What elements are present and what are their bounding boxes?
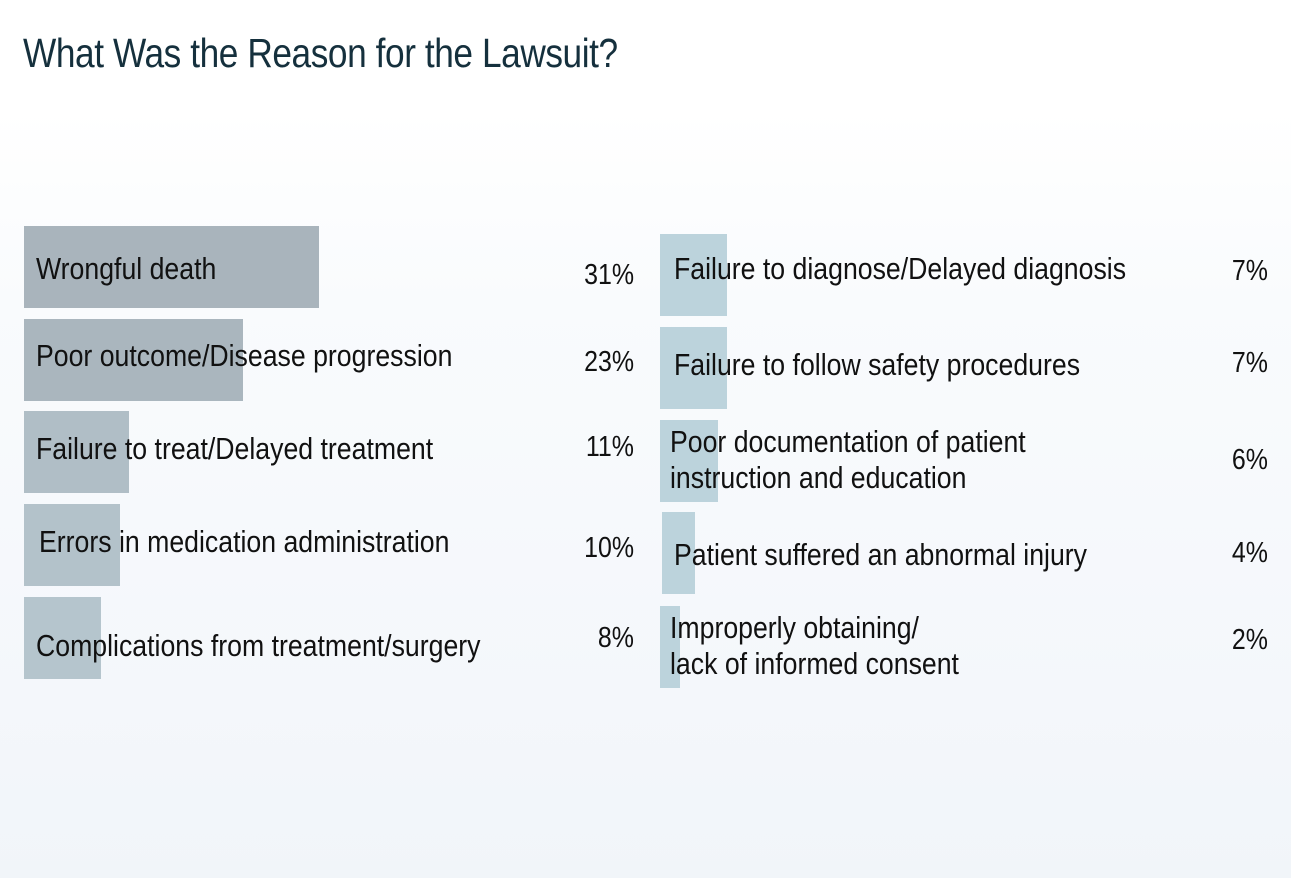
bar-label: Poor outcome/Disease progression xyxy=(36,338,453,373)
bar-value: 11% xyxy=(585,431,634,463)
bar-value: 23% xyxy=(584,346,634,378)
bar-row: Poor outcome/Disease progression 23% xyxy=(24,319,634,401)
bar-value: 8% xyxy=(597,622,634,654)
bar-label: Failure to treat/Delayed treatment xyxy=(36,431,434,466)
bar-value: 7% xyxy=(1231,255,1268,287)
bar-value: 4% xyxy=(1231,537,1268,569)
bar-wrongful-death xyxy=(24,226,319,308)
bar-row: Errors in medication administration 10% xyxy=(24,504,634,586)
bar-poor-documentation xyxy=(660,420,718,502)
bar-row: Patient suffered an abnormal injury 4% xyxy=(660,512,1268,594)
bar-abnormal-injury xyxy=(662,512,695,594)
bar-row: Failure to treat/Delayed treatment 11% xyxy=(24,411,634,493)
bar-label: Patient suffered an abnormal injury xyxy=(674,537,1087,572)
bar-informed-consent xyxy=(660,606,680,688)
bar-label: Complications from treatment/surgery xyxy=(36,628,481,663)
bar-label: Errors in medication administration xyxy=(39,524,450,559)
bar-row: Wrongful death 31% xyxy=(24,226,634,308)
bar-label: Poor documentation of patient xyxy=(670,424,1026,459)
bar-medication-errors xyxy=(24,504,120,586)
bar-value: 6% xyxy=(1231,444,1268,476)
bar-label: lack of informed consent xyxy=(670,646,959,681)
bar-safety-procedures xyxy=(660,327,727,409)
bar-row: Failure to follow safety procedures 7% xyxy=(660,327,1268,409)
bar-failure-to-diagnose xyxy=(660,234,727,316)
bar-label: Improperly obtaining/ xyxy=(670,610,919,645)
bar-value: 7% xyxy=(1231,347,1268,379)
bar-value: 2% xyxy=(1231,624,1268,656)
bar-row: Failure to diagnose/Delayed diagnosis 7% xyxy=(660,234,1268,316)
bar-label: Failure to diagnose/Delayed diagnosis xyxy=(674,251,1127,286)
bar-row: Improperly obtaining/ lack of informed c… xyxy=(660,606,1268,688)
bar-label: Wrongful death xyxy=(36,251,217,286)
chart-title: What Was the Reason for the Lawsuit? xyxy=(23,30,618,76)
bar-poor-outcome xyxy=(24,319,243,401)
bar-complications xyxy=(24,597,101,679)
bar-row: Poor documentation of patient instructio… xyxy=(660,420,1268,502)
bar-failure-to-treat xyxy=(24,411,129,493)
bar-value: 10% xyxy=(584,532,634,564)
bar-value: 31% xyxy=(584,259,634,291)
bar-label: instruction and education xyxy=(670,460,967,495)
bar-label: Failure to follow safety procedures xyxy=(674,347,1081,382)
bar-row: Complications from treatment/surgery 8% xyxy=(24,597,634,679)
